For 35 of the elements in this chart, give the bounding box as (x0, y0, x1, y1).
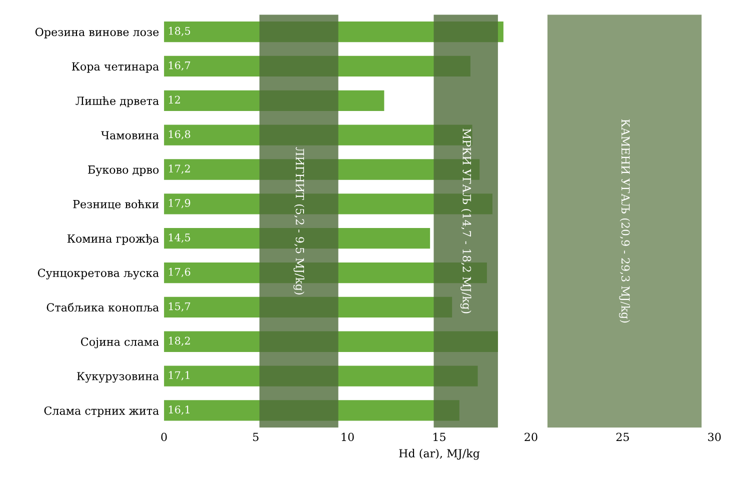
data-label: 16,7 (168, 61, 190, 71)
y-tick-label: Стабљика конопља (46, 302, 159, 312)
y-tick-label: Кора четинара (72, 62, 159, 73)
y-tick-label: Орезина винове лозе (35, 28, 159, 38)
y-tick-label: Сунцокретова љуска (38, 268, 159, 280)
data-label: 12 (168, 96, 180, 104)
y-tick-label: Чамовина (101, 131, 159, 140)
y-tick-label: Сојина слама (81, 338, 159, 348)
data-label: 16,1 (168, 406, 190, 415)
y-tick-label: Слама стрних жита (44, 406, 159, 417)
y-tick-label: Комина грожђа (67, 234, 159, 246)
data-label: 14,5 (168, 233, 190, 243)
x-tick-label: 20 (524, 432, 538, 442)
data-label: 18,5 (168, 26, 190, 36)
x-tick-label: 25 (616, 432, 629, 442)
band-label: КАМЕНИ УГАЉ (20,9 - 29,3 MJ/kg) (619, 119, 630, 323)
data-label: 17,2 (168, 164, 190, 174)
x-tick-label: 15 (434, 432, 446, 442)
band-label: МРКИ УГАЉ (14,7 - 18,2 MJ/kg) (460, 128, 472, 314)
y-tick-label: Резнице воћки (73, 200, 159, 210)
y-tick-label: Кукурузовина (77, 372, 159, 383)
x-axis-title: Hd (ar), MJ/kg (399, 448, 480, 460)
y-tick-label: Буково дрво (88, 166, 159, 176)
data-label: 17,6 (168, 268, 190, 278)
x-tick-label: 5 (253, 432, 258, 442)
x-tick-label: 10 (342, 432, 354, 442)
x-tick-label: 0 (161, 432, 167, 442)
data-label: 18,2 (168, 336, 190, 346)
band-label: ЛИГНИТ (5,2 - 9,5 MJ/kg) (293, 147, 304, 294)
x-tick-label: 30 (708, 432, 721, 442)
data-label: 17,1 (168, 371, 190, 380)
data-label: 16,8 (168, 130, 190, 140)
data-label: 15,7 (168, 302, 190, 312)
y-tick-label: Лишће дрвета (76, 96, 159, 108)
data-label: 17,9 (168, 199, 190, 208)
